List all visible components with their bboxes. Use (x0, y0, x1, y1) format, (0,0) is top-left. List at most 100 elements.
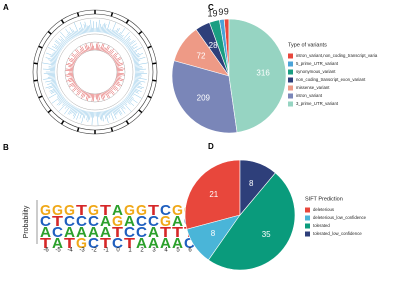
circos-track (123, 99, 127, 104)
circos-track (114, 27, 121, 38)
circos-track (133, 81, 143, 85)
circos-inner-track (68, 79, 75, 83)
circos-inner-track (84, 45, 88, 52)
circos-inner-track (91, 93, 93, 102)
circos-inner-track (98, 93, 100, 101)
circos-inner-track (102, 92, 106, 98)
logo-letter: C (88, 213, 99, 229)
circos-track (62, 99, 67, 104)
circos-inner-track (67, 77, 74, 80)
circos-segment (47, 30, 52, 35)
circos-inner-track (116, 77, 124, 80)
logo-letter: C (160, 202, 171, 218)
circos-track (123, 37, 131, 45)
pie-slice (184, 159, 241, 230)
legend-label: 3_prime_UTR_variant (296, 101, 339, 106)
logo-letter: C (76, 213, 87, 229)
circos-inner-track (69, 60, 76, 64)
x-tick-label: -2 (91, 248, 97, 254)
circos-track (79, 109, 83, 119)
logo-letter: G (52, 202, 63, 218)
circos-track (128, 93, 133, 97)
circos-inner-track (74, 49, 81, 56)
circos-inner-track (66, 64, 74, 67)
circos-inner-track (116, 66, 120, 68)
circos-track (57, 96, 64, 101)
circos-track (72, 107, 77, 114)
circos-track (55, 90, 60, 94)
legend-swatch (305, 231, 310, 237)
circos-track (52, 45, 61, 52)
circos-segment (76, 12, 80, 17)
logo-letter: T (112, 224, 123, 240)
circos-inner-track (79, 51, 83, 55)
circos-track (110, 22, 117, 36)
circos-track (97, 111, 99, 126)
circos-track (132, 53, 144, 58)
circos-ring (72, 49, 118, 95)
circos-inner-track (77, 89, 83, 96)
circos-track (58, 38, 66, 46)
circos-track (67, 105, 74, 115)
circos-inner-track (73, 58, 77, 61)
circos-track (98, 19, 100, 33)
circos-inner-track (114, 61, 119, 64)
circos-track (121, 39, 126, 43)
pie-slice (239, 159, 276, 216)
circos-track (79, 27, 82, 35)
circos-track (73, 107, 78, 117)
circos-track (132, 55, 141, 59)
logo-letter: G (172, 202, 183, 218)
logo-letter: A (100, 224, 111, 240)
x-tick-label: 6 (188, 248, 192, 254)
circos-track (133, 61, 139, 64)
circos-track (71, 32, 75, 38)
circos-track (134, 66, 142, 68)
circos-track (134, 68, 147, 70)
circos-track (129, 92, 134, 96)
circos-track (90, 19, 92, 33)
circos-track (51, 65, 56, 67)
circos-track (80, 27, 83, 35)
panel-label: D (208, 142, 214, 151)
circos-track (54, 40, 64, 48)
pie-slice (228, 18, 287, 133)
circos-track (46, 52, 58, 58)
legend-swatch (305, 215, 310, 221)
circos-track (53, 51, 60, 55)
circos-inner-track (72, 80, 76, 83)
circos-track (107, 28, 110, 35)
circos-inner-track (79, 48, 84, 54)
circos-track (48, 75, 56, 77)
circos-track (69, 104, 73, 109)
x-tick-label: -5 (55, 248, 61, 254)
logo-letter: T (148, 202, 159, 218)
circos-track (80, 22, 84, 34)
legend-swatch (288, 85, 293, 91)
circos-inner-track (70, 76, 74, 78)
circos-track (113, 107, 118, 115)
circos-track (50, 80, 57, 83)
circos-track (100, 26, 102, 33)
circos-inner-track (72, 83, 77, 87)
circos-track (47, 47, 60, 54)
logo-letter: G (112, 213, 123, 229)
circos-track (134, 62, 149, 66)
legend-label: tolerated_low_confidence (313, 231, 362, 236)
circos-track (60, 31, 69, 42)
circos-inner-track (68, 58, 76, 63)
circos-track (102, 111, 105, 116)
circos-track (59, 35, 68, 44)
circos-track (51, 83, 57, 85)
data-label: 9 (218, 7, 223, 17)
panel-label: C (208, 3, 214, 12)
circos-inner-track (84, 49, 87, 53)
circos-track (109, 30, 112, 35)
circos-track (126, 40, 136, 48)
legend-swatch (305, 223, 310, 229)
legend-label: intron_variant,non_coding_transcript_var… (296, 53, 378, 58)
circos-track (67, 103, 71, 108)
circos-inner-track (110, 54, 113, 57)
circos-inner-track (113, 82, 120, 87)
logo-letter: C (136, 224, 147, 240)
